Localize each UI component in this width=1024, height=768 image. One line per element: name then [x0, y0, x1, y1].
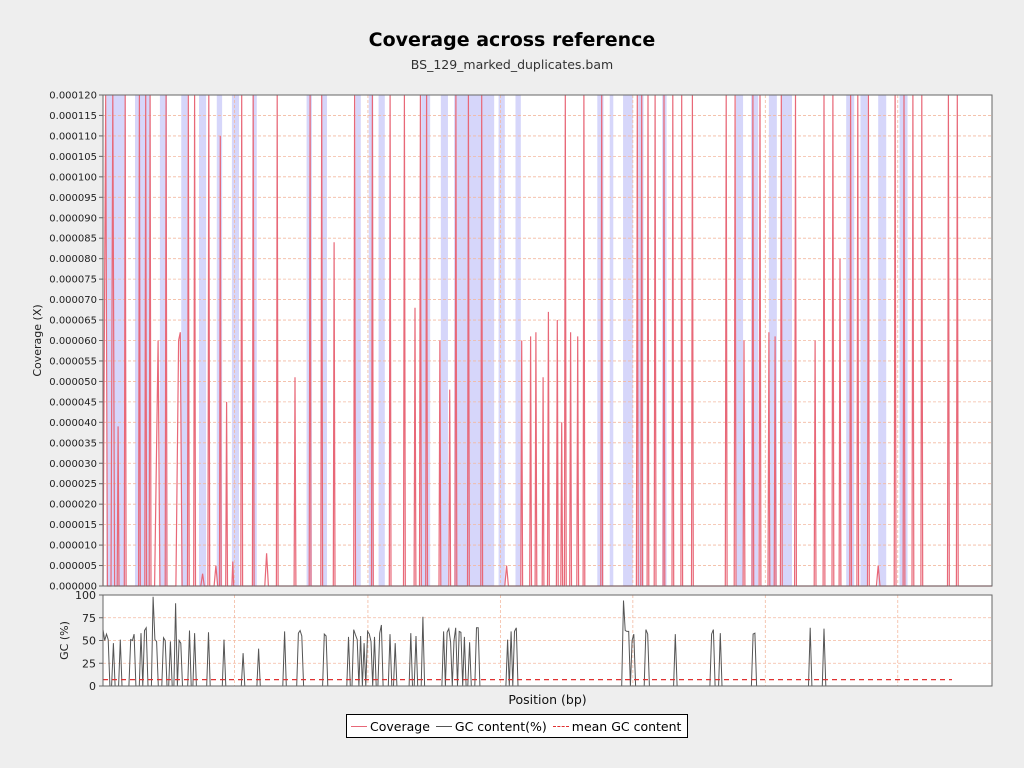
- chart-subtitle: BS_129_marked_duplicates.bam: [410, 57, 614, 72]
- coverage-y-tick-label: 0.000020: [49, 500, 97, 511]
- x-axis-label: Position (bp): [508, 692, 586, 707]
- legend-item-coverage: Coverage: [351, 719, 430, 734]
- legend-swatch-mean-gc: [552, 725, 569, 727]
- legend-item-mean-gc: mean GC content: [552, 718, 682, 734]
- legend-label-mean-gc: mean GC content: [571, 718, 682, 734]
- gc-y-ticks: 0 25 50 75 100: [75, 589, 103, 693]
- gc-y-tick-label: 100: [75, 589, 96, 602]
- gc-y-tick-label: 0: [89, 680, 96, 693]
- coverage-y-tick-label: 0.000005: [49, 561, 97, 572]
- gc-axes: 0 25 50 75 100 GC (%) Position (bp): [58, 589, 993, 707]
- coverage-y-tick-label: 0.000090: [49, 213, 97, 224]
- coverage-y-tick-label: 0.000015: [49, 520, 97, 531]
- contig-band: [768, 95, 777, 586]
- coverage-y-tick-label: 0.000025: [49, 479, 97, 490]
- legend-label-gc: GC content(%): [454, 718, 547, 734]
- coverage-y-ticks: 0.000000 0.000005 0.000010 0.000015 0.000020…: [49, 91, 103, 593]
- coverage-y-tick-label: 0.000095: [49, 193, 97, 204]
- coverage-y-tick-label: 0.000030: [49, 459, 97, 470]
- coverage-y-tick-label: 0.000080: [49, 254, 97, 265]
- coverage-y-tick-label: 0.000075: [49, 275, 97, 286]
- contig-band: [368, 95, 374, 586]
- gc-y-tick-label: 25: [82, 657, 96, 670]
- contig-band: [878, 95, 887, 586]
- legend-label-coverage: Coverage: [370, 718, 430, 734]
- coverage-y-tick-label: 0.000000: [49, 582, 97, 593]
- coverage-y-tick-label: 0.000120: [49, 91, 97, 102]
- chart-title: Coverage across reference: [368, 29, 656, 51]
- coverage-y-tick-label: 0.000050: [49, 377, 97, 388]
- gc-y-tick-label: 50: [82, 635, 96, 648]
- coverage-y-tick-label: 0.000115: [49, 111, 97, 122]
- gc-frame: [102, 594, 993, 687]
- coverage-y-tick-label: 0.000060: [49, 336, 97, 347]
- coverage-y-tick-label: 0.000070: [49, 295, 97, 306]
- contig-band: [498, 95, 505, 586]
- coverage-y-tick-label: 0.000105: [49, 152, 97, 163]
- contig-band: [609, 95, 614, 586]
- coverage-frame: [102, 94, 993, 587]
- contig-band: [623, 95, 633, 586]
- coverage-y-tick-label: 0.000035: [49, 438, 97, 449]
- coverage-axes: 0.000000 0.000005 0.000010 0.000015 0.000020…: [31, 91, 993, 593]
- coverage-y-tick-label: 0.000040: [49, 418, 97, 429]
- contig-band: [781, 95, 792, 586]
- legend-swatch-coverage: [351, 725, 367, 727]
- contig-band: [135, 95, 151, 586]
- coverage-y-tick-label: 0.000110: [49, 131, 97, 142]
- coverage-y-axis-label: Coverage (X): [31, 304, 44, 376]
- coverage-y-tick-label: 0.000010: [49, 541, 97, 552]
- gc-y-axis-label: GC (%): [58, 621, 71, 660]
- contig-band: [378, 95, 385, 586]
- coverage-y-tick-label: 0.000100: [49, 172, 97, 183]
- coverage-y-tick-label: 0.000045: [49, 397, 97, 408]
- chart-legend: Coverage GC content(%) mean GC content: [346, 714, 689, 738]
- contig-band: [199, 95, 207, 586]
- legend-swatch-gc: [435, 725, 452, 727]
- coverage-y-tick-label: 0.000065: [49, 316, 97, 327]
- gc-y-tick-label: 75: [82, 612, 96, 625]
- legend-item-gc: GC content(%): [435, 718, 547, 734]
- coverage-y-tick-label: 0.000055: [49, 356, 97, 367]
- coverage-y-tick-label: 0.000085: [49, 234, 97, 245]
